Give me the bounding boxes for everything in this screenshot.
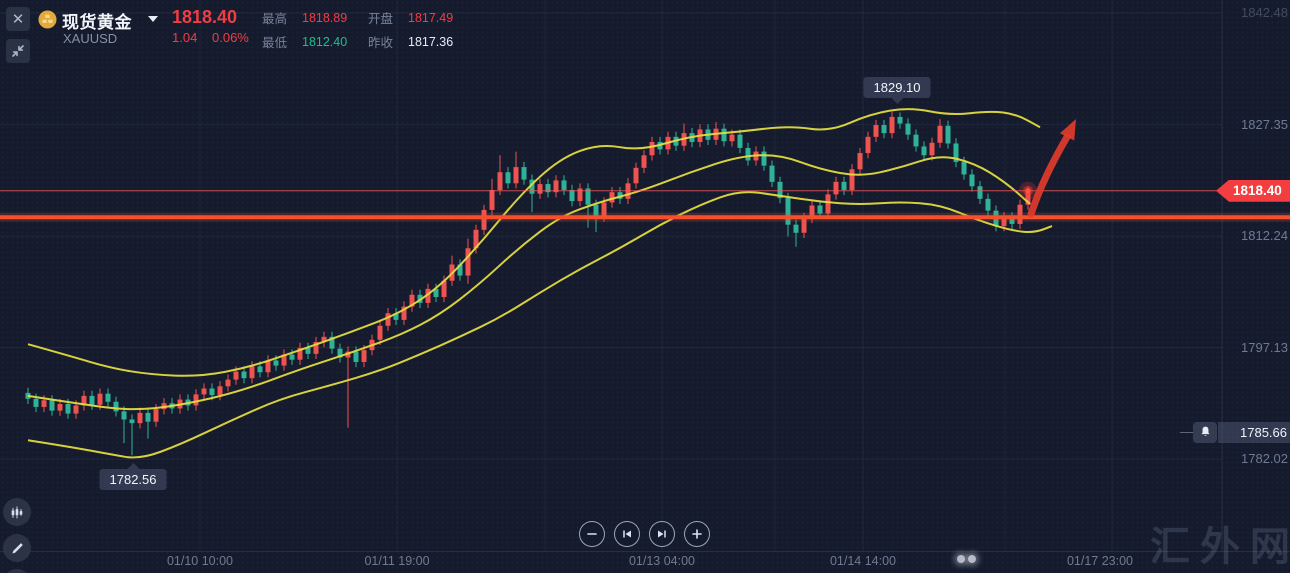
collapse-icon [12,45,24,57]
bollinger-bands [27,108,1053,459]
zoom-in-button[interactable] [684,521,710,547]
collapse-button[interactable] [6,39,30,63]
stat-value: 1817.36 [408,34,454,49]
price-lines [0,190,1290,222]
quote-stat: 最低 1812.40 [262,32,354,51]
price-change-percent: 0.06% [212,30,249,45]
stat-label: 开盘 [368,12,394,26]
skip-start-icon [623,530,631,538]
price-axis-label: 1782.02 [1241,451,1288,467]
last-price-dot [1019,181,1037,200]
skip-end-icon [658,530,666,538]
gridlines [0,0,1290,552]
skip-to-start-button[interactable] [614,521,640,547]
pencil-icon [12,542,23,553]
time-axis-label: 01/13 04:00 [628,554,696,568]
skip-to-end-button[interactable] [649,521,675,547]
gold-coin-icon [38,10,57,29]
chevron-down-icon[interactable] [148,16,158,22]
time-axis-label: 01/14 14:00 [829,554,897,568]
quote-stat: 最高 1818.89 [262,8,354,27]
alert-price-label: 1785.66 [1218,421,1290,443]
candlestick-icon [11,506,23,518]
minus-icon [587,533,597,535]
price-axis-label: 1812.24 [1241,228,1288,244]
high-price-label: 1829.10 [863,76,931,104]
price-axis-label: 1797.13 [1241,339,1288,355]
bollinger-lower [27,191,1053,459]
time-axis-label: 01/10 10:00 [166,554,234,568]
symbol-code: XAUUSD [63,31,118,46]
trend-arrow [1027,119,1076,218]
chart-type-button[interactable] [3,498,31,526]
pan-handle-dots[interactable] [957,555,976,563]
draw-tool-button[interactable] [3,534,31,562]
quote-stat: 开盘 1817.49 [368,8,460,27]
price-axis-label: 1842.48 [1241,5,1288,20]
time-axis-label: 01/11 19:00 [364,554,430,568]
close-icon: ✕ [11,11,25,28]
more-tools-button[interactable] [3,569,31,573]
plus-icon [692,529,702,539]
time-axis-label: 01/17 23:00 [1066,554,1134,568]
site-watermark: 汇外网 [1150,525,1290,569]
price-axis-label: 1827.35 [1241,116,1288,132]
quote-stats: 最高 1818.89 开盘 1817.49 最低 1812.40 昨收 1817.36 [262,8,460,51]
stat-value: 1817.49 [408,10,454,25]
stat-value: 1812.40 [302,34,348,49]
price-change: 1.04 [172,30,198,45]
stat-label: 最高 [262,12,288,26]
last-price: 1818.40 [172,7,238,27]
alert-line-tick [1180,431,1193,433]
close-button[interactable]: ✕ [6,7,30,31]
stat-value: 1818.89 [302,10,348,25]
low-price-label: 1782.56 [99,463,167,491]
bell-icon [1200,427,1210,437]
bollinger-middle [27,154,1031,411]
candles-layer [25,111,1031,456]
quote-stat: 昨收 1817.36 [368,32,460,51]
stat-label: 最低 [262,36,288,50]
zoom-out-button[interactable] [579,521,605,547]
stat-label: 昨收 [368,36,394,50]
alert-bell-button[interactable] [1193,421,1217,443]
bollinger-upper [27,108,1041,377]
symbol-name[interactable]: 现货黄金 [62,13,132,32]
current-price-badge: 1818.40 [1216,179,1290,202]
